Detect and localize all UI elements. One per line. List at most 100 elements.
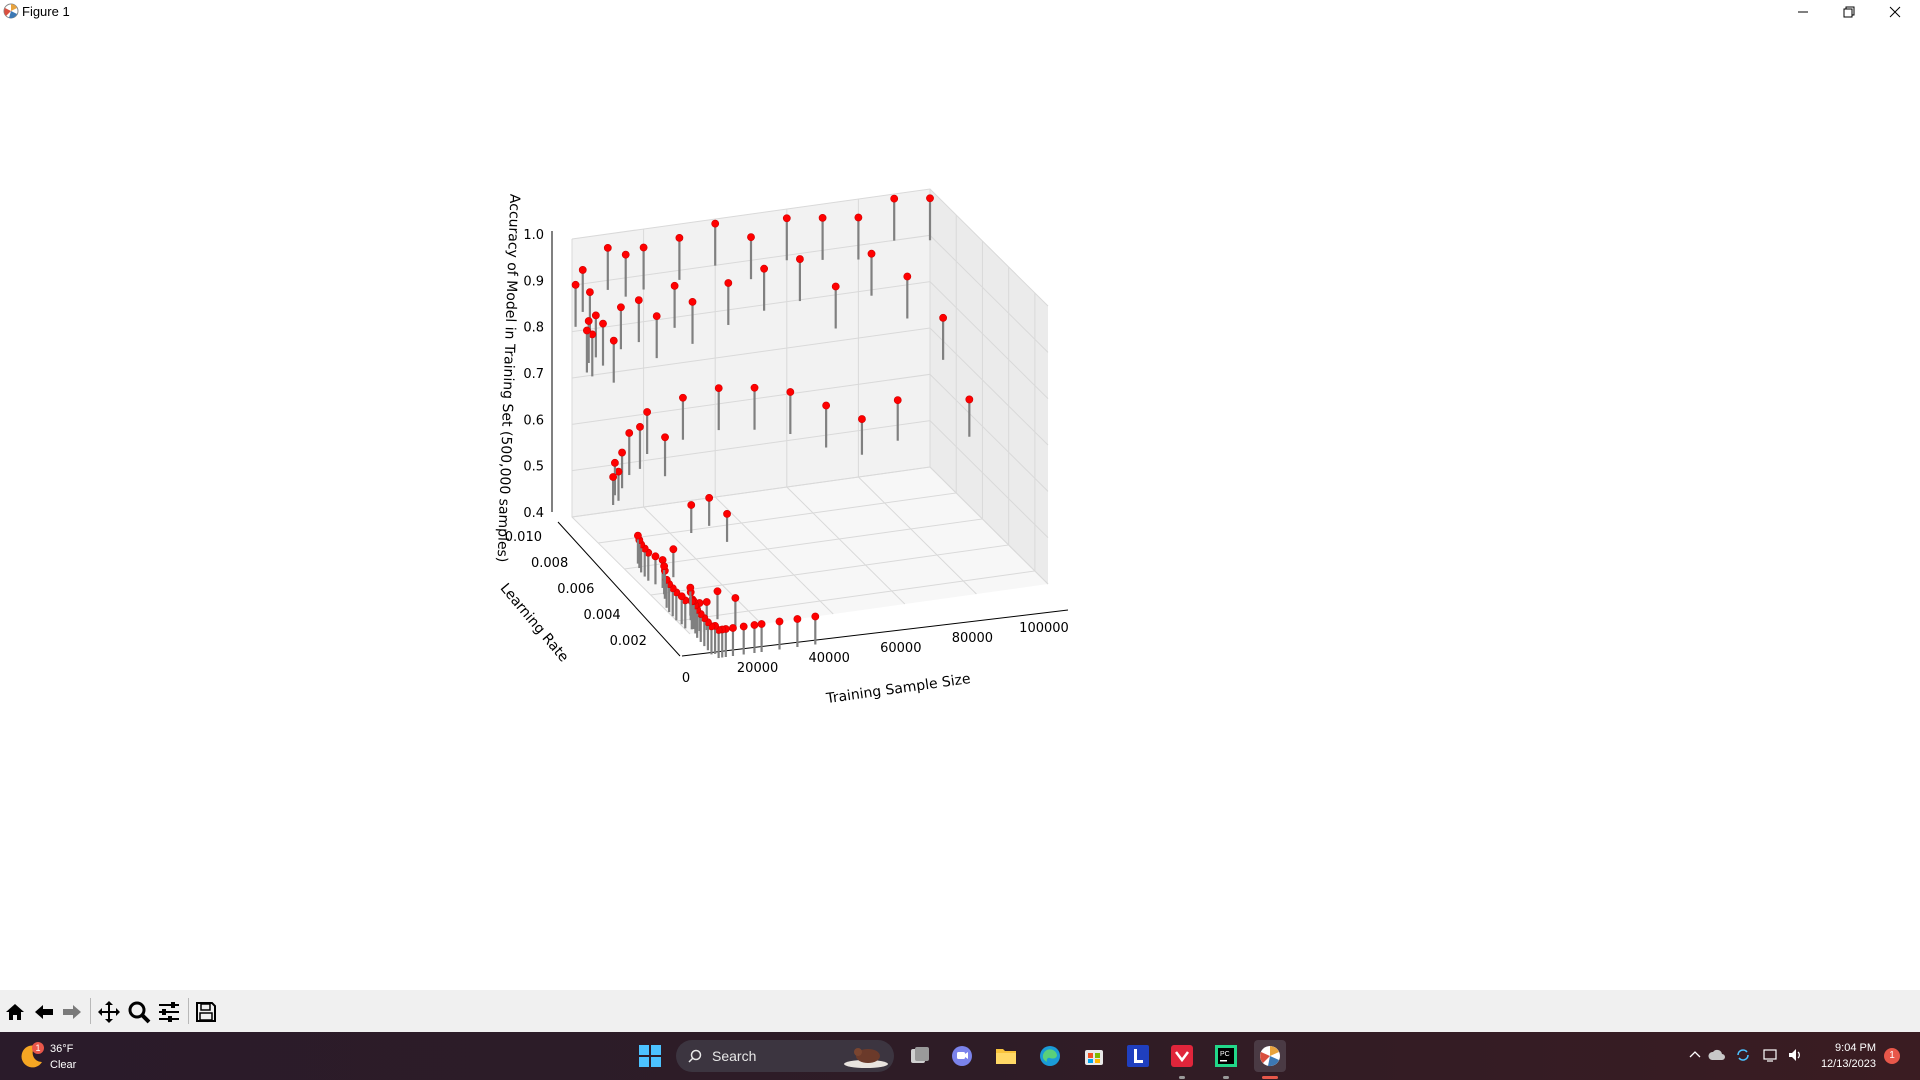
network-tray-button[interactable] [1762, 1046, 1780, 1064]
data-point [867, 249, 876, 258]
z-tick-label: 1.0 [523, 228, 544, 243]
data-point [611, 458, 619, 467]
figure-canvas[interactable]: 0 20000 40000 60000 80000 100000 0.002 0.004 0.0… [0, 24, 1920, 990]
data-point [599, 319, 607, 328]
y-tick-label: 0.008 [531, 556, 568, 571]
l-app-button[interactable] [1122, 1040, 1154, 1072]
tick-labels: 0 20000 40000 60000 80000 100000 0.002 0.004 0.0… [505, 228, 1069, 686]
zoom-button[interactable] [126, 999, 152, 1025]
data-point [679, 393, 687, 402]
sync-tray-button[interactable] [1734, 1046, 1752, 1064]
data-point [652, 312, 661, 321]
toolbar-separator [188, 998, 189, 1024]
forward-button[interactable] [59, 999, 85, 1025]
data-point [893, 396, 902, 405]
start-button[interactable] [634, 1040, 666, 1072]
notification-badge[interactable]: 1 [1884, 1048, 1900, 1064]
volume-tray-button[interactable] [1786, 1046, 1804, 1064]
configure-subplots-button[interactable] [156, 999, 182, 1025]
minimize-icon [1798, 11, 1808, 13]
weather-temperature: 36°F [50, 1043, 74, 1055]
data-point [584, 317, 593, 325]
search-highlight-icon [844, 1048, 888, 1068]
matplotlib-taskbar-button[interactable] [1254, 1040, 1286, 1072]
onedrive-tray-button[interactable] [1708, 1046, 1726, 1064]
x-tick-label: 20000 [737, 661, 778, 676]
y-tick-label: 0.002 [610, 634, 647, 649]
data-point [724, 279, 733, 287]
z-tick-label: 0.7 [523, 367, 544, 382]
chevron-up-icon [1689, 1051, 1701, 1058]
data-point [796, 255, 804, 263]
data-point [636, 422, 644, 431]
pycharm-button[interactable]: PC [1210, 1040, 1242, 1072]
data-point [583, 326, 591, 335]
edge-icon [1040, 1046, 1060, 1066]
data-point [651, 552, 660, 561]
z-axis-label: Accuracy of Model in Training Set (500,0… [494, 194, 523, 563]
clock-date[interactable]: 12/13/2023 [1820, 1058, 1876, 1070]
save-icon [196, 1002, 216, 1022]
active-indicator [1262, 1076, 1278, 1079]
data-point [760, 264, 769, 273]
windows-start-icon [639, 1045, 661, 1067]
data-point [625, 429, 634, 437]
taskbar-search-box[interactable]: Search [676, 1040, 894, 1072]
data-point [669, 545, 678, 554]
home-button[interactable] [2, 999, 28, 1025]
data-point [711, 219, 720, 228]
data-point [775, 617, 784, 626]
data-point [634, 296, 643, 304]
weather-condition: Clear [50, 1059, 77, 1071]
zoom-icon [128, 1001, 151, 1024]
close-button[interactable] [1872, 0, 1918, 24]
x-tick-label: 40000 [809, 651, 850, 666]
pycharm-icon: PC [1215, 1045, 1237, 1067]
data-point [854, 213, 863, 222]
teams-chat-button[interactable] [946, 1040, 978, 1072]
axis-lines [551, 231, 1069, 657]
pan-button[interactable] [96, 999, 122, 1025]
data-point [687, 501, 696, 509]
grid-line-z [571, 327, 1049, 446]
close-icon [1889, 6, 1901, 18]
y-tick-label: 0.004 [583, 608, 620, 623]
task-view-button[interactable] [904, 1040, 936, 1072]
data-point [571, 280, 580, 289]
matplotlib-icon [3, 3, 19, 19]
data-point [818, 213, 827, 222]
back-button[interactable] [31, 999, 57, 1025]
restore-button[interactable] [1826, 0, 1872, 24]
x-tick-label: 80000 [952, 631, 993, 646]
data-point [723, 509, 731, 518]
edge-button[interactable] [1034, 1040, 1066, 1072]
home-icon [6, 1004, 24, 1020]
z-tick-label: 0.5 [523, 460, 544, 475]
red-app-button[interactable] [1166, 1040, 1198, 1072]
data-point [793, 615, 802, 623]
tray-overflow-button[interactable] [1686, 1046, 1704, 1064]
save-button[interactable] [193, 999, 219, 1025]
data-point [750, 621, 759, 629]
data-point [688, 297, 697, 306]
teams-chat-icon [952, 1046, 972, 1066]
window-title: Figure 1 [22, 4, 70, 19]
data-point [811, 612, 820, 621]
data-point [603, 243, 612, 252]
toolbar-separator [90, 998, 91, 1024]
weather-badge: 1 [35, 1043, 40, 1053]
z-tick-label: 0.4 [523, 506, 544, 521]
clock-time[interactable]: 9:04 PM [1835, 1042, 1876, 1054]
store-icon [1085, 1050, 1103, 1065]
l-app-icon [1127, 1045, 1149, 1067]
data-point [729, 624, 737, 632]
moon-weather-icon[interactable]: 1 [18, 1042, 46, 1070]
store-button[interactable] [1078, 1040, 1110, 1072]
data-point [939, 313, 948, 322]
file-explorer-button[interactable] [990, 1040, 1022, 1072]
data-point [586, 288, 594, 296]
data-point [634, 531, 642, 540]
minimize-button[interactable] [1780, 0, 1826, 24]
data-point [903, 272, 912, 281]
data-point [609, 336, 618, 345]
